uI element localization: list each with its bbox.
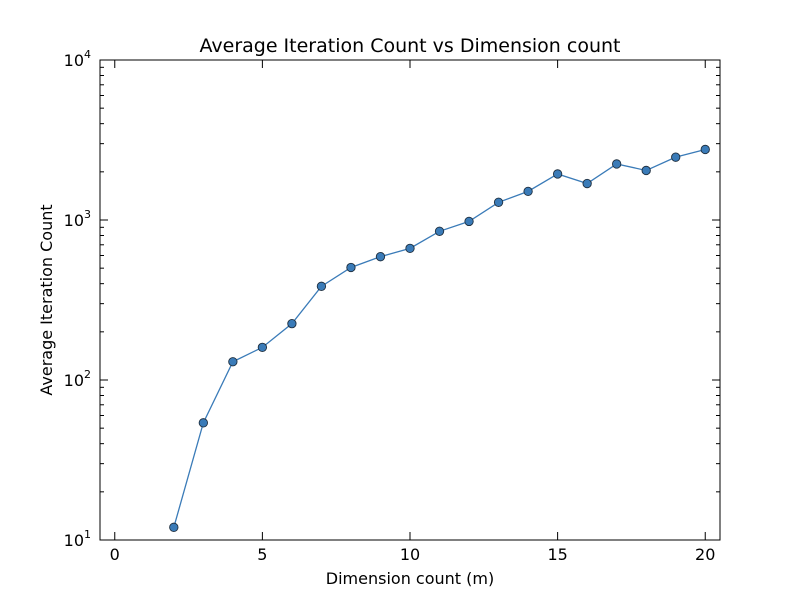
y-tick-label: 102	[64, 368, 91, 390]
data-point	[257, 342, 268, 352]
data-point	[552, 169, 563, 179]
y-tick-label: 103	[64, 208, 91, 230]
y-axis-label: Average Iteration Count	[37, 204, 56, 395]
x-tick-label: 5	[257, 545, 267, 564]
x-tick-label: 0	[110, 545, 120, 564]
axes-frame	[99, 59, 721, 541]
data-point	[198, 418, 208, 428]
data-point	[464, 216, 474, 227]
data-point	[671, 152, 681, 162]
x-axis-label: Dimension count (m)	[326, 569, 494, 588]
x-tick-label: 20	[695, 545, 715, 564]
data-point	[523, 186, 533, 197]
data-point	[434, 226, 445, 236]
data-point	[405, 243, 415, 253]
data-point	[228, 357, 238, 367]
x-tick-label: 15	[547, 545, 567, 564]
data-point	[375, 252, 386, 262]
data-point	[346, 262, 356, 273]
data-point	[287, 319, 297, 329]
y-tick-label: 101	[64, 528, 91, 550]
data-point	[641, 165, 651, 176]
x-tick-label: 10	[400, 545, 420, 564]
data-point	[316, 281, 327, 291]
data-point	[612, 159, 622, 169]
data-point	[493, 197, 504, 207]
data-point	[582, 178, 592, 189]
data-point	[700, 144, 710, 155]
data-point	[169, 522, 179, 532]
chart-title: Average Iteration Count vs Dimension cou…	[200, 35, 621, 57]
plot-area: 101 102 103 104 0 5 10 15 20	[64, 48, 721, 564]
y-tick-label: 104	[64, 48, 91, 70]
